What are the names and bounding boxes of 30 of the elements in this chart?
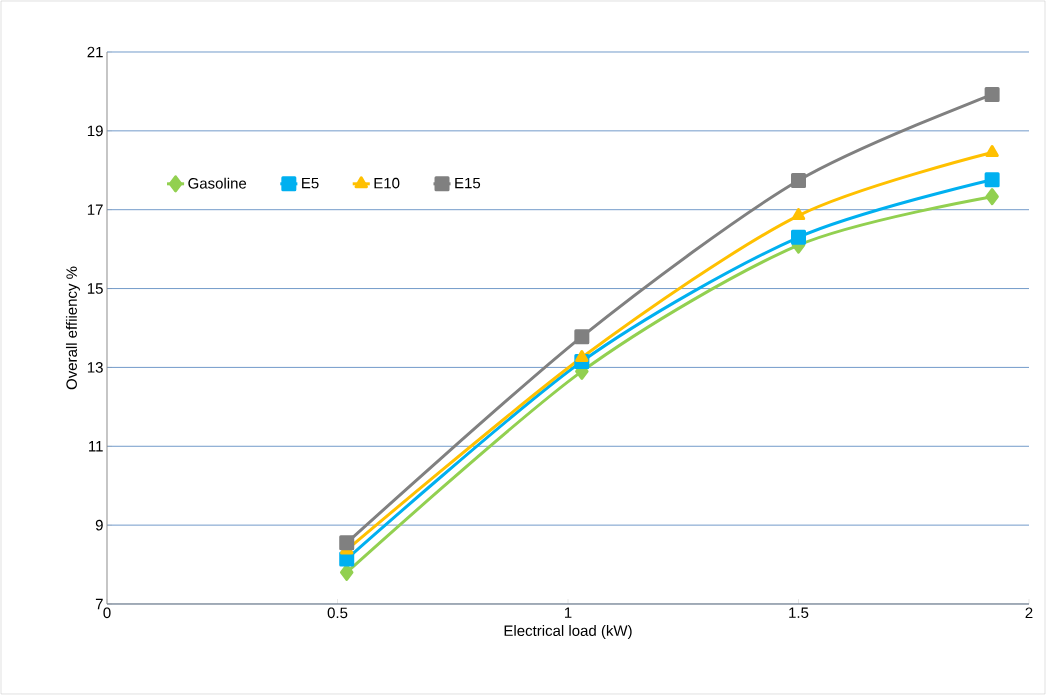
x-tick-label: 1 xyxy=(564,607,572,618)
y-tick-label: 17 xyxy=(87,204,103,215)
point xyxy=(575,350,589,363)
point xyxy=(984,87,1000,103)
point xyxy=(339,535,355,551)
y-axis-title: Overall effiiency % xyxy=(65,266,80,390)
x-axis-title: Electrical load (kW) xyxy=(504,625,632,639)
y-tick-label: 13 xyxy=(87,362,103,373)
y-tick-label: 11 xyxy=(89,441,103,452)
y-tick-label: 21 xyxy=(87,46,103,58)
point xyxy=(339,551,355,567)
x-tick-label: 1.5 xyxy=(789,607,809,618)
legend-label: Gasoline xyxy=(188,177,247,189)
y-tick-label: 7 xyxy=(95,598,103,610)
legend-label: E15 xyxy=(455,177,481,189)
x-tick-label: 2 xyxy=(1025,607,1033,618)
x-tick-label: 0 xyxy=(103,607,111,619)
y-tick-label: 15 xyxy=(87,283,103,294)
point xyxy=(985,145,999,158)
x-tick-label: 0.5 xyxy=(327,607,348,619)
point xyxy=(791,229,807,245)
point xyxy=(791,173,807,189)
point xyxy=(985,188,999,206)
y-tick-label: 19 xyxy=(87,125,103,137)
legend-label: E5 xyxy=(302,177,319,189)
point xyxy=(574,329,590,345)
point xyxy=(984,172,1000,188)
y-tick-label: 9 xyxy=(95,519,103,531)
legend-label: E10 xyxy=(374,177,400,189)
point xyxy=(791,208,806,221)
